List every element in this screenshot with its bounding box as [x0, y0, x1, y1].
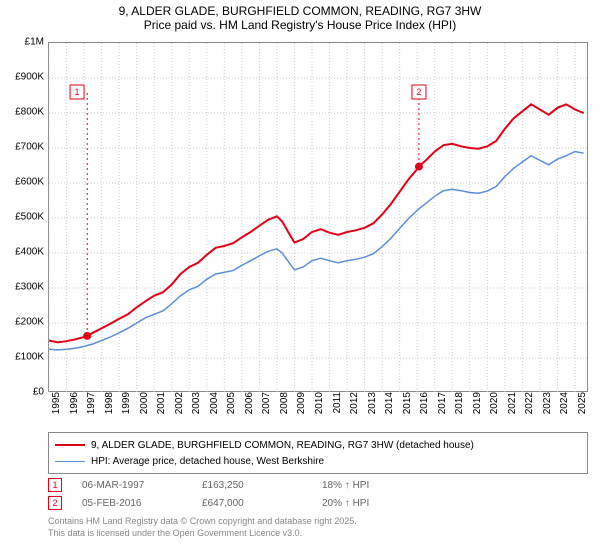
xtick-label: 2014	[384, 392, 395, 422]
plot-svg: 12	[49, 43, 587, 391]
xtick-label: 1995	[51, 392, 62, 422]
xtick-label: 2011	[332, 392, 343, 422]
attribution-line1: Contains HM Land Registry data © Crown c…	[48, 516, 357, 528]
annotation-marker: 1	[48, 478, 62, 492]
legend-swatch	[55, 461, 85, 462]
xtick-label: 2003	[191, 392, 202, 422]
xtick-label: 2004	[209, 392, 220, 422]
xtick-label: 2024	[559, 392, 570, 422]
xtick-label: 2001	[156, 392, 167, 422]
series-price_paid	[49, 104, 584, 342]
annotation-delta: 18% ↑ HPI	[322, 480, 422, 491]
legend-swatch	[55, 444, 85, 446]
xtick-label: 2008	[279, 392, 290, 422]
xtick-label: 2007	[261, 392, 272, 422]
xtick-label: 2006	[244, 392, 255, 422]
xtick-label: 2022	[524, 392, 535, 422]
xtick-label: 1996	[69, 392, 80, 422]
ytick-label: £1M	[25, 37, 44, 48]
sale-marker-label: 2	[412, 85, 426, 99]
series-hpi	[49, 152, 584, 350]
xtick-label: 1998	[104, 392, 115, 422]
xtick-label: 2013	[367, 392, 378, 422]
xtick-label: 2010	[314, 392, 325, 422]
svg-text:1: 1	[75, 87, 80, 97]
ytick-label: £200K	[15, 317, 44, 328]
xtick-label: 2009	[296, 392, 307, 422]
title-address: 9, ALDER GLADE, BURGHFIELD COMMON, READI…	[0, 4, 600, 18]
xtick-label: 2012	[349, 392, 360, 422]
ytick-label: £800K	[15, 107, 44, 118]
sale-annotations: 1 06-MAR-1997 £163,250 18% ↑ HPI 2 05-FEB-201…	[48, 476, 422, 512]
ytick-label: £400K	[15, 247, 44, 258]
xtick-label: 2000	[139, 392, 150, 422]
xtick-label: 2005	[226, 392, 237, 422]
xtick-label: 2018	[454, 392, 465, 422]
legend-label: HPI: Average price, detached house, West…	[91, 456, 324, 467]
annotation-price: £163,250	[202, 480, 302, 491]
xtick-label: 2021	[507, 392, 518, 422]
attribution: Contains HM Land Registry data © Crown c…	[48, 516, 357, 539]
sale-marker-dot	[415, 163, 423, 171]
annotation-delta: 20% ↑ HPI	[322, 498, 422, 509]
ytick-label: £100K	[15, 352, 44, 363]
annotation-price: £647,000	[202, 498, 302, 509]
plot-area: 12	[48, 42, 588, 392]
legend-row: HPI: Average price, detached house, West…	[55, 453, 581, 469]
legend-label: 9, ALDER GLADE, BURGHFIELD COMMON, READI…	[91, 440, 474, 451]
title-subtitle: Price paid vs. HM Land Registry's House …	[0, 18, 600, 32]
annotation-date: 06-MAR-1997	[82, 480, 182, 491]
xtick-label: 2023	[542, 392, 553, 422]
ytick-label: £700K	[15, 142, 44, 153]
sale-marker-dot	[83, 332, 91, 340]
annotation-row: 1 06-MAR-1997 £163,250 18% ↑ HPI	[48, 476, 422, 494]
xtick-label: 1997	[86, 392, 97, 422]
attribution-line2: This data is licensed under the Open Gov…	[48, 528, 357, 540]
ytick-label: £300K	[15, 282, 44, 293]
ytick-label: £0	[33, 387, 44, 398]
ytick-label: £600K	[15, 177, 44, 188]
xtick-label: 2019	[472, 392, 483, 422]
annotation-marker: 2	[48, 496, 62, 510]
chart-container: 9, ALDER GLADE, BURGHFIELD COMMON, READI…	[0, 0, 600, 560]
annotation-row: 2 05-FEB-2016 £647,000 20% ↑ HPI	[48, 494, 422, 512]
xtick-label: 1999	[121, 392, 132, 422]
svg-text:2: 2	[416, 87, 421, 97]
xtick-label: 2002	[174, 392, 185, 422]
legend: 9, ALDER GLADE, BURGHFIELD COMMON, READI…	[48, 432, 588, 474]
annotation-date: 05-FEB-2016	[82, 498, 182, 509]
xtick-label: 2016	[419, 392, 430, 422]
xtick-label: 2025	[577, 392, 588, 422]
xtick-label: 2017	[437, 392, 448, 422]
ytick-label: £900K	[15, 72, 44, 83]
xtick-label: 2015	[402, 392, 413, 422]
title-block: 9, ALDER GLADE, BURGHFIELD COMMON, READI…	[0, 0, 600, 34]
ytick-label: £500K	[15, 212, 44, 223]
xtick-label: 2020	[489, 392, 500, 422]
sale-marker-label: 1	[70, 85, 84, 99]
legend-row: 9, ALDER GLADE, BURGHFIELD COMMON, READI…	[55, 437, 581, 453]
